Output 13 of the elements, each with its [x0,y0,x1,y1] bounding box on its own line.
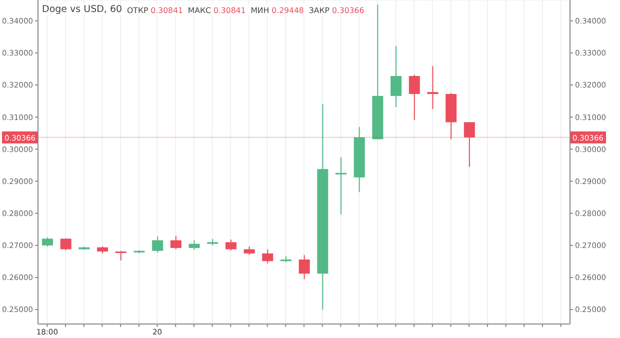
candlestick [170,235,182,250]
candlestick [115,250,126,261]
candlestick [336,156,347,215]
candlestick [262,248,274,264]
candlestick [188,240,200,250]
candlestick [427,66,438,110]
text: Doge vs USD, 60 [42,4,122,15]
candlestick [225,239,236,252]
candlestick [464,122,475,168]
candlestick [152,236,164,253]
candlestick [408,74,420,120]
candlestick [390,45,402,108]
candlestick [298,254,310,280]
